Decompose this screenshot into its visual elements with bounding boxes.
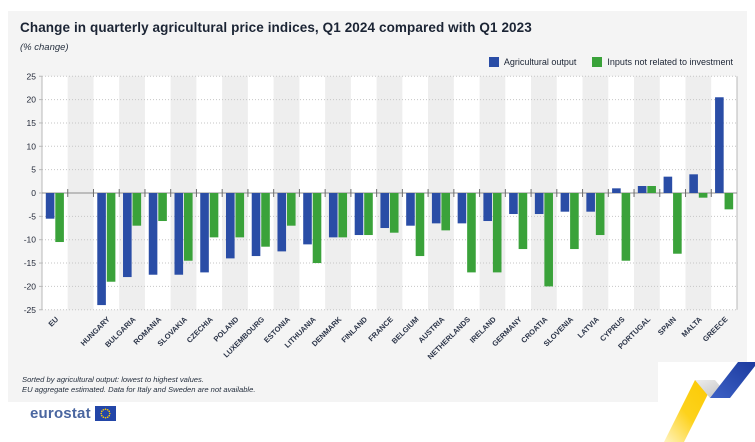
svg-text:EU: EU (47, 315, 61, 329)
legend: Agricultural output Inputs not related t… (488, 57, 733, 67)
svg-text:GREECE: GREECE (701, 315, 730, 344)
chart-title: Change in quarterly agricultural price i… (20, 20, 532, 35)
bar-slovenia (570, 193, 579, 250)
y-axis-labels: 25 20 15 10 5 0 -5 -10 -15 -20 -25 (24, 71, 42, 315)
svg-text:10: 10 (27, 141, 37, 151)
gridlines (41, 75, 738, 311)
bar-estonia (277, 193, 287, 252)
bar-slovenia (560, 193, 570, 212)
chart-subtitle: (% change) (20, 42, 69, 53)
svg-text:SPAIN: SPAIN (656, 315, 678, 337)
bar-chart: 25 20 15 10 5 0 -5 -10 -15 -20 -25 EU HUNGARYBULGARI… (24, 71, 738, 361)
bar-malta (698, 193, 708, 198)
bar-belgium (406, 193, 415, 226)
legend-label: Inputs not related to investment (607, 57, 733, 67)
bars-inputs (55, 186, 734, 287)
bar-netherlands (467, 193, 476, 273)
svg-text:-20: -20 (24, 281, 37, 291)
bar-finland (364, 193, 373, 236)
bar-portugal (647, 186, 656, 193)
bar-estonia (286, 193, 296, 226)
bar-romania (148, 193, 158, 275)
bar-poland (225, 193, 235, 259)
bar-germany (509, 193, 518, 215)
bar-romania (158, 193, 167, 222)
svg-text:0: 0 (31, 188, 36, 198)
bar-austria (441, 193, 451, 231)
eurostat-zigzag-motif-icon (658, 362, 755, 442)
bar-cyprus (612, 188, 621, 193)
bar-bulgaria (132, 193, 142, 226)
bar-eu (55, 193, 64, 243)
bar-belgium (415, 193, 425, 257)
svg-text:CZECHIA: CZECHIA (185, 314, 215, 344)
eurostat-logo-text: eurostat (30, 405, 91, 422)
legend-item-agricultural-output: Agricultural output (488, 57, 577, 67)
svg-text:-15: -15 (24, 258, 37, 268)
svg-text:BELGIUM: BELGIUM (390, 315, 421, 346)
legend-item-inputs: Inputs not related to investment (592, 57, 733, 67)
bar-bulgaria (123, 193, 132, 278)
bar-czechia (200, 193, 209, 273)
bar-ireland (483, 193, 492, 222)
bar-malta (689, 174, 698, 193)
bar-spain (663, 176, 673, 193)
svg-text:FINLAND: FINLAND (340, 314, 370, 344)
legend-label: Agricultural output (503, 57, 577, 67)
chart-card: Change in quarterly agricultural price i… (8, 11, 747, 402)
bar-poland (235, 193, 245, 238)
bar-ireland (492, 193, 502, 273)
bar-eu (45, 193, 55, 219)
bar-finland (354, 193, 364, 236)
bar-croatia (544, 193, 553, 287)
bar-france (380, 193, 390, 229)
svg-text:-10: -10 (24, 235, 37, 245)
bar-luxembourg (251, 193, 261, 257)
svg-text:20: 20 (27, 95, 37, 105)
bar-germany (518, 193, 528, 250)
bar-greece (724, 193, 734, 210)
svg-text:25: 25 (27, 71, 37, 81)
bar-netherlands (457, 193, 467, 224)
bar-denmark (328, 193, 338, 238)
svg-text:MALTA: MALTA (680, 314, 705, 339)
bar-lithuania (303, 193, 312, 245)
bar-czechia (209, 193, 219, 238)
bar-portugal (637, 186, 647, 193)
legend-swatch-blue-icon (488, 57, 499, 67)
bar-latvia (586, 193, 595, 212)
svg-text:LATVIA: LATVIA (576, 314, 602, 340)
footnote-availability: EU aggregate estimated. Data for Italy a… (22, 385, 256, 395)
bar-cyprus (621, 193, 631, 261)
bars-agricultural-output (45, 97, 724, 306)
bar-latvia (595, 193, 605, 236)
category-ticks (67, 189, 712, 197)
bar-denmark (338, 193, 348, 238)
bar-greece (715, 97, 724, 193)
bar-slovakia (174, 193, 184, 275)
bar-lithuania (312, 193, 322, 264)
svg-text:-5: -5 (28, 211, 36, 221)
svg-text:5: 5 (31, 165, 36, 175)
x-axis-labels: EU HUNGARYBULGARIAROMANIASLOVAKIACZECHIAP… (47, 314, 730, 361)
eu-flag-icon (94, 406, 116, 421)
footnote-sort: Sorted by agricultural output: lowest to… (22, 375, 204, 384)
bar-spain (673, 193, 682, 254)
bar-hungary (97, 193, 106, 306)
eurostat-logo: eurostat (30, 405, 116, 422)
bar-croatia (534, 193, 544, 215)
bar-hungary (106, 193, 116, 282)
svg-text:-25: -25 (24, 305, 37, 315)
bar-luxembourg (261, 193, 270, 247)
svg-text:15: 15 (27, 118, 37, 128)
bar-austria (431, 193, 441, 224)
bar-france (389, 193, 399, 233)
bar-slovakia (184, 193, 193, 261)
footnotes: Sorted by agricultural output: lowest to… (22, 375, 255, 395)
legend-swatch-green-icon (592, 57, 603, 67)
